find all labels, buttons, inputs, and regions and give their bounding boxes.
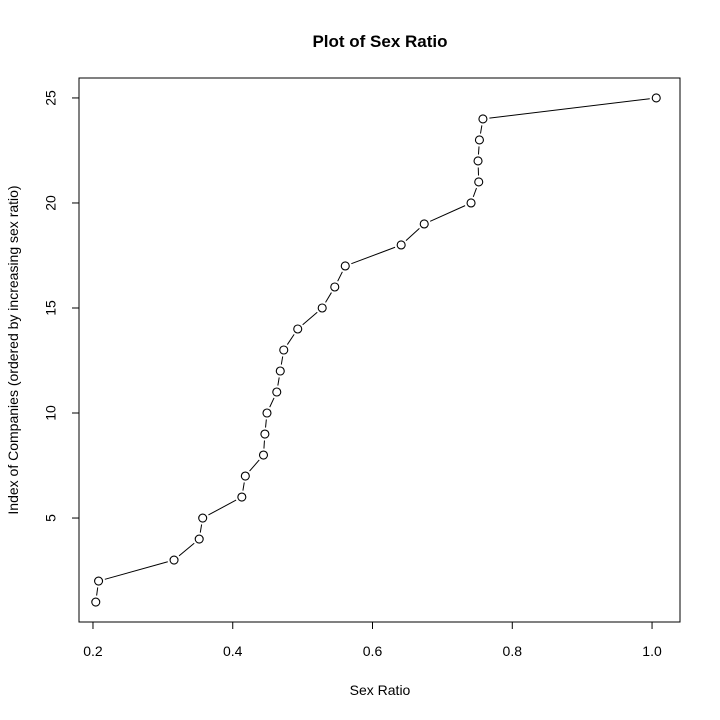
- series-line-segments: [96, 98, 650, 596]
- chart-title: Plot of Sex Ratio: [312, 32, 447, 51]
- data-point: [317, 303, 327, 313]
- y-tick-label: 5: [43, 514, 59, 522]
- data-point: [419, 219, 429, 229]
- series-segment: [480, 125, 483, 134]
- series-segment: [286, 334, 295, 345]
- x-axis-label: Sex Ratio: [350, 682, 411, 698]
- x-axis: 0.2 0.4 0.6 0.8 1.0: [83, 621, 662, 659]
- x-tick-label: 0.6: [363, 643, 383, 659]
- series-segment: [302, 311, 318, 326]
- data-point: [651, 93, 661, 103]
- series-segment: [265, 419, 267, 428]
- series-segment: [351, 246, 396, 265]
- data-point: [474, 135, 484, 145]
- data-point: [478, 114, 488, 124]
- series-segment: [96, 587, 99, 596]
- data-point: [198, 513, 208, 523]
- data-point: [272, 387, 282, 397]
- series-segment: [477, 146, 480, 155]
- series-segment: [429, 205, 466, 222]
- data-point: [330, 282, 340, 292]
- data-point: [240, 471, 250, 481]
- y-tick-label: 15: [43, 300, 59, 316]
- series-segment: [178, 542, 195, 557]
- data-point: [474, 177, 484, 187]
- data-point: [466, 198, 476, 208]
- data-point: [169, 555, 179, 565]
- series-segment: [104, 561, 168, 580]
- series-segment: [280, 356, 284, 365]
- data-point: [340, 261, 350, 271]
- data-point: [473, 156, 483, 166]
- series-points: [91, 93, 661, 607]
- y-tick-label: 10: [43, 405, 59, 421]
- data-point: [91, 597, 101, 607]
- series-segment: [472, 187, 477, 198]
- series-segment: [337, 271, 343, 282]
- series-segment: [208, 499, 237, 516]
- series-segment: [242, 482, 245, 491]
- data-point: [275, 366, 285, 376]
- x-tick-label: 0.8: [503, 643, 523, 659]
- series-segment: [269, 397, 275, 408]
- series-segment: [277, 377, 280, 386]
- data-point: [260, 429, 270, 439]
- data-point: [279, 345, 289, 355]
- y-tick-label: 25: [43, 90, 59, 106]
- series-segment: [489, 98, 650, 119]
- y-axis: 5 10 15 20 25: [43, 90, 80, 522]
- x-tick-label: 1.0: [642, 643, 662, 659]
- series-segment: [405, 227, 420, 241]
- series-segment: [199, 524, 203, 533]
- series-segment: [263, 440, 265, 449]
- series-segment: [249, 459, 260, 472]
- plot-frame: [78, 77, 681, 623]
- data-point: [94, 576, 104, 586]
- series-segment: [325, 292, 332, 303]
- data-point: [237, 492, 247, 502]
- data-point: [262, 408, 272, 418]
- y-axis-label: Index of Companies (ordered by increasin…: [5, 185, 21, 514]
- data-point: [194, 534, 204, 544]
- data-point: [396, 240, 406, 250]
- data-point: [258, 450, 269, 460]
- x-tick-label: 0.2: [83, 643, 103, 659]
- y-tick-label: 20: [43, 195, 59, 211]
- data-point: [293, 324, 303, 334]
- x-tick-label: 0.4: [223, 643, 243, 659]
